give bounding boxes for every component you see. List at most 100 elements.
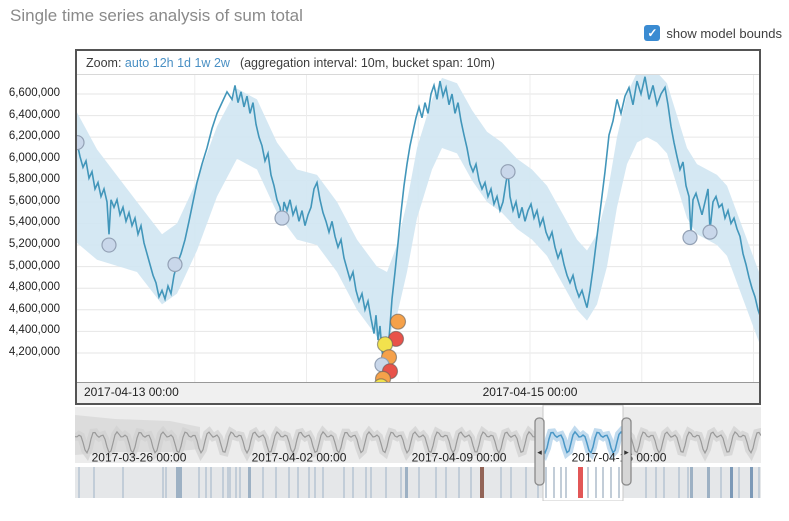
- swimlane-cell-low[interactable]: [322, 467, 324, 498]
- show-model-bounds-checkbox[interactable]: ✓: [644, 25, 661, 41]
- swimlane-cell-low[interactable]: [560, 467, 562, 498]
- swimlane-cell-low[interactable]: [645, 467, 647, 498]
- swimlane-cell-mid[interactable]: [176, 467, 179, 498]
- zoom-option-2w[interactable]: 2w: [213, 55, 230, 70]
- swimlane-cell-low[interactable]: [162, 467, 164, 498]
- swimlane-cell-high[interactable]: [750, 467, 753, 498]
- swimlane-cell-low[interactable]: [227, 467, 229, 498]
- y-axis-tick-label: 5,600,000: [8, 194, 60, 207]
- swimlane-cell-low[interactable]: [720, 467, 722, 498]
- y-axis: 6,600,000 6,400,000 6,200,000 6,000,000 5,80…: [0, 0, 70, 420]
- swimlane-cell-low[interactable]: [610, 467, 612, 498]
- y-axis-tick-label: 5,000,000: [8, 259, 60, 272]
- swimlane-cell-low[interactable]: [262, 467, 264, 498]
- swimlane-cell-low[interactable]: [343, 467, 345, 498]
- zoom-links: auto 12h 1d 1w 2w: [125, 56, 230, 70]
- y-axis-tick-label: 4,200,000: [8, 345, 60, 358]
- swimlane-cell-red[interactable]: [578, 467, 583, 498]
- context-line: [74, 430, 762, 455]
- brush-handle-arrow-icon: ▸: [624, 447, 629, 457]
- swimlane-cell-low[interactable]: [78, 467, 80, 498]
- show-model-bounds-label[interactable]: show model bounds: [666, 25, 782, 41]
- swimlane-cell-low[interactable]: [525, 467, 527, 498]
- swimlane-cell-low[interactable]: [655, 467, 657, 498]
- zoom-controls: Zoom: auto 12h 1d 1w 2w (aggregation int…: [77, 51, 759, 75]
- context-chart-svg[interactable]: 2017-03-26 00:00 2017-04-02 00:00 2017-04-…: [74, 404, 765, 502]
- anomaly-marker-warning[interactable]: [101, 237, 117, 253]
- swimlane-cell-low[interactable]: [297, 467, 299, 498]
- brush-handle-right[interactable]: [621, 417, 632, 486]
- anomaly-marker-warning[interactable]: [167, 256, 183, 273]
- swimlane-cell-low[interactable]: [510, 467, 512, 498]
- swimlane-cell-low[interactable]: [365, 467, 367, 498]
- y-axis-tick-label: 4,400,000: [8, 324, 60, 337]
- swimlane-cell-low[interactable]: [288, 467, 290, 498]
- swimlane-cell-low[interactable]: [445, 467, 447, 498]
- anomaly-marker-warning[interactable]: [682, 229, 698, 246]
- anomaly-marker-major[interactable]: [389, 313, 407, 330]
- swimlane-cell-low[interactable]: [165, 467, 167, 498]
- swimlane-cell-low[interactable]: [500, 467, 502, 498]
- swimlane-cell-low[interactable]: [205, 467, 207, 498]
- swimlane-cell-low[interactable]: [595, 467, 597, 498]
- zoom-option-1d[interactable]: 1d: [177, 55, 191, 70]
- swimlane-cell-high[interactable]: [730, 467, 733, 498]
- swimlane-cell-low[interactable]: [275, 467, 277, 498]
- swimlane-cell-low[interactable]: [222, 467, 224, 498]
- swimlane-cell-low[interactable]: [587, 467, 589, 498]
- swimlane-cell-mid[interactable]: [179, 467, 182, 498]
- swimlane-cell-low[interactable]: [458, 467, 460, 498]
- swimlane-cell-low[interactable]: [565, 467, 567, 498]
- swimlane-cell-low[interactable]: [239, 467, 241, 498]
- swimlane-cell-low[interactable]: [198, 467, 200, 498]
- swimlane-cell-low[interactable]: [385, 467, 387, 498]
- swimlane-cell-low[interactable]: [687, 467, 689, 498]
- zoom-option-12h[interactable]: 12h: [152, 55, 174, 70]
- swimlane-cell-low[interactable]: [229, 467, 231, 498]
- swimlane-cell-mid[interactable]: [707, 467, 710, 498]
- swimlane-cell-low[interactable]: [400, 467, 402, 498]
- swimlane-cell-low[interactable]: [235, 467, 237, 498]
- y-axis-tick-label: 5,200,000: [8, 238, 60, 251]
- swimlane-cell-low[interactable]: [314, 467, 316, 498]
- brush-handle-arrow-icon: ◂: [537, 447, 542, 457]
- swimlane-cell-low[interactable]: [93, 467, 95, 498]
- zoom-option-auto[interactable]: auto: [124, 55, 150, 70]
- swimlane-cell-low[interactable]: [663, 467, 665, 498]
- x-axis-tick-label: 2017-04-15 00:00: [482, 385, 578, 399]
- timeseries-plot[interactable]: [77, 75, 759, 382]
- anomaly-marker-minor[interactable]: [374, 378, 389, 382]
- swimlane-cell-low[interactable]: [370, 467, 372, 498]
- x-axis-tick-label: 2017-04-13 00:00: [84, 385, 179, 399]
- y-axis-tick-label: 6,600,000: [8, 87, 60, 99]
- swimlane-cell-low[interactable]: [352, 467, 354, 498]
- zoom-option-1w[interactable]: 1w: [194, 55, 211, 70]
- swimlane-cell-low[interactable]: [435, 467, 437, 498]
- y-axis-tick-label: 6,000,000: [8, 151, 60, 164]
- swimlane-cell-low[interactable]: [210, 467, 212, 498]
- anomaly-marker-warning[interactable]: [500, 164, 516, 180]
- anomaly-marker-warning[interactable]: [77, 134, 85, 151]
- swimlane-cell-low[interactable]: [758, 467, 760, 498]
- swimlane-cell-mid[interactable]: [405, 467, 408, 498]
- anomaly-marker-warning[interactable]: [274, 210, 290, 226]
- swimlane-cell-low[interactable]: [308, 467, 310, 498]
- swimlane-cell-low[interactable]: [602, 467, 604, 498]
- value-line: [77, 76, 759, 362]
- y-axis-tick-label: 4,600,000: [8, 302, 60, 315]
- swimlane-cell-low[interactable]: [553, 467, 555, 498]
- swimlane-cell-low[interactable]: [122, 467, 124, 498]
- show-model-bounds-toggle: ✓ show model bounds: [644, 25, 782, 41]
- swimlane-cell-low[interactable]: [738, 467, 740, 498]
- brush-handle-left[interactable]: [534, 417, 545, 486]
- swimlane-cell-low[interactable]: [545, 467, 547, 498]
- swimlane-cell-mid[interactable]: [690, 467, 693, 498]
- swimlane-cell-low[interactable]: [470, 467, 472, 498]
- swimlane-cell-mid[interactable]: [248, 467, 251, 498]
- anomaly-marker-warning[interactable]: [702, 224, 718, 240]
- swimlane-cell-low[interactable]: [418, 467, 420, 498]
- swimlane-cell-low[interactable]: [678, 467, 680, 498]
- swimlane-cell-low[interactable]: [618, 467, 620, 498]
- context-tick-label: 2017-04-16 00:00: [572, 451, 667, 465]
- swimlane-cell-brown[interactable]: [480, 467, 484, 498]
